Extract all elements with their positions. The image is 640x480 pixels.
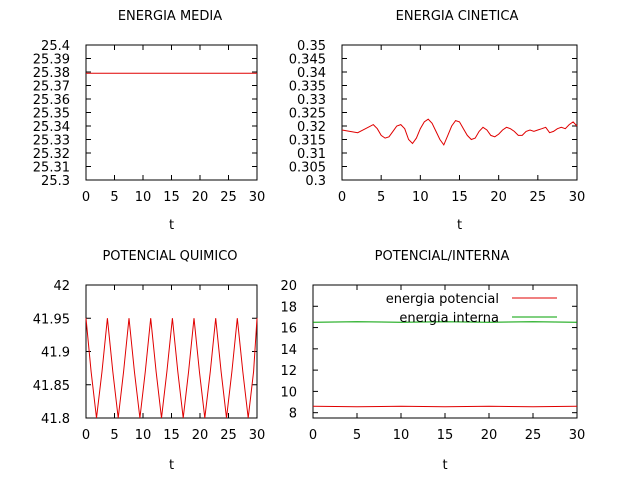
y-tick-label: 16 [280, 322, 297, 337]
x-tick-label: 20 [481, 428, 498, 443]
y-tick-label: 8 [289, 407, 297, 422]
x-axis-label: t [169, 458, 174, 473]
y-tick-label: 41.9 [41, 346, 70, 361]
chart-title: POTENCIAL QUIMICO [102, 249, 237, 264]
y-tick-label: 25.35 [33, 107, 70, 122]
y-tick-label: 25.37 [33, 80, 70, 95]
x-tick-label: 0 [309, 428, 317, 443]
y-tick-label: 0.305 [289, 161, 326, 176]
y-tick-label: 0.3 [305, 174, 326, 189]
x-tick-label: 25 [525, 428, 542, 443]
y-tick-label: 10 [280, 385, 297, 400]
x-tick-label: 30 [569, 428, 586, 443]
plot-frame [85, 44, 258, 181]
x-tick-label: 30 [569, 190, 586, 205]
y-tick-label: 0.315 [289, 134, 326, 149]
x-tick-label: 0 [338, 190, 346, 205]
x-axis-label: t [169, 218, 174, 233]
chart-title: POTENCIAL/INTERNA [375, 249, 510, 264]
x-tick-label: 20 [192, 428, 209, 443]
x-tick-label: 25 [530, 190, 547, 205]
y-tick-label: 0.335 [289, 80, 326, 95]
y-tick-label: 42 [53, 279, 70, 294]
y-tick-label: 14 [280, 343, 297, 358]
plot-frame [85, 284, 258, 419]
y-tick-label: 41.8 [41, 412, 70, 427]
series-line-2 [312, 321, 578, 323]
x-tick-label: 15 [163, 428, 180, 443]
y-tick-label: 0.34 [297, 66, 326, 81]
chart-title: ENERGIA CINETICA [396, 9, 519, 24]
x-tick-label: 20 [192, 190, 209, 205]
y-tick-label: 18 [280, 300, 297, 315]
y-tick-label: 12 [280, 364, 297, 379]
y-tick-label: 41.95 [33, 312, 70, 327]
series-line-1 [85, 318, 258, 419]
y-tick-label: 0.325 [289, 107, 326, 122]
x-tick-label: 5 [110, 190, 118, 205]
y-tick-label: 20 [280, 279, 297, 294]
x-tick-label: 15 [163, 190, 180, 205]
x-tick-label: 0 [82, 190, 90, 205]
y-tick-label: 25.33 [33, 134, 70, 149]
x-tick-label: 0 [82, 428, 90, 443]
x-tick-label: 10 [135, 190, 152, 205]
y-tick-label: 25.38 [33, 66, 70, 81]
y-tick-label: 25.34 [33, 120, 70, 135]
legend-label: energia potencial [386, 292, 499, 307]
x-tick-label: 30 [249, 190, 266, 205]
y-tick-label: 0.33 [297, 93, 326, 108]
chart-title: ENERGIA MEDIA [118, 9, 222, 24]
x-tick-label: 20 [490, 190, 507, 205]
x-tick-label: 5 [377, 190, 385, 205]
chart-panel-2: ENERGIA CINETICA0.30.3050.310.3150.320.3… [289, 9, 585, 233]
x-tick-label: 5 [110, 428, 118, 443]
chart-panel-1: ENERGIA MEDIA25.325.3125.3225.3325.3425.… [33, 9, 265, 233]
legend-label: energia interna [399, 311, 499, 326]
x-tick-label: 15 [437, 428, 454, 443]
x-tick-label: 15 [451, 190, 468, 205]
x-axis-label: t [457, 218, 462, 233]
y-tick-label: 0.345 [289, 53, 326, 68]
x-tick-label: 25 [220, 190, 237, 205]
y-tick-label: 25.4 [41, 39, 70, 54]
series-line-1 [341, 118, 578, 146]
chart-panel-4: POTENCIAL/INTERNA 8 10 12 14 16 18 20 0 5 10 15 20 25… [280, 249, 585, 473]
y-tick-label: 41.85 [33, 379, 70, 394]
x-tick-label: 10 [412, 190, 429, 205]
y-tick-label: 0.35 [297, 39, 326, 54]
x-tick-label: 10 [135, 428, 152, 443]
x-tick-label: 5 [353, 428, 361, 443]
chart-panel-3: POTENCIAL QUIMICO 41.8 41.85 41.9 41.95 42 0 5 1… [33, 249, 265, 473]
y-tick-label: 25.3 [41, 174, 70, 189]
y-tick-label: 25.31 [33, 161, 70, 176]
y-tick-label: 25.39 [33, 53, 70, 68]
x-tick-label: 10 [393, 428, 410, 443]
y-tick-label: 25.32 [33, 147, 70, 162]
x-axis-label: t [442, 458, 447, 473]
plot-frame [341, 44, 578, 181]
series-line-1 [312, 405, 578, 408]
x-tick-label: 30 [249, 428, 266, 443]
y-tick-label: 25.36 [33, 93, 70, 108]
y-tick-label: 0.31 [297, 147, 326, 162]
x-tick-label: 25 [220, 428, 237, 443]
y-tick-label: 0.32 [297, 120, 326, 135]
